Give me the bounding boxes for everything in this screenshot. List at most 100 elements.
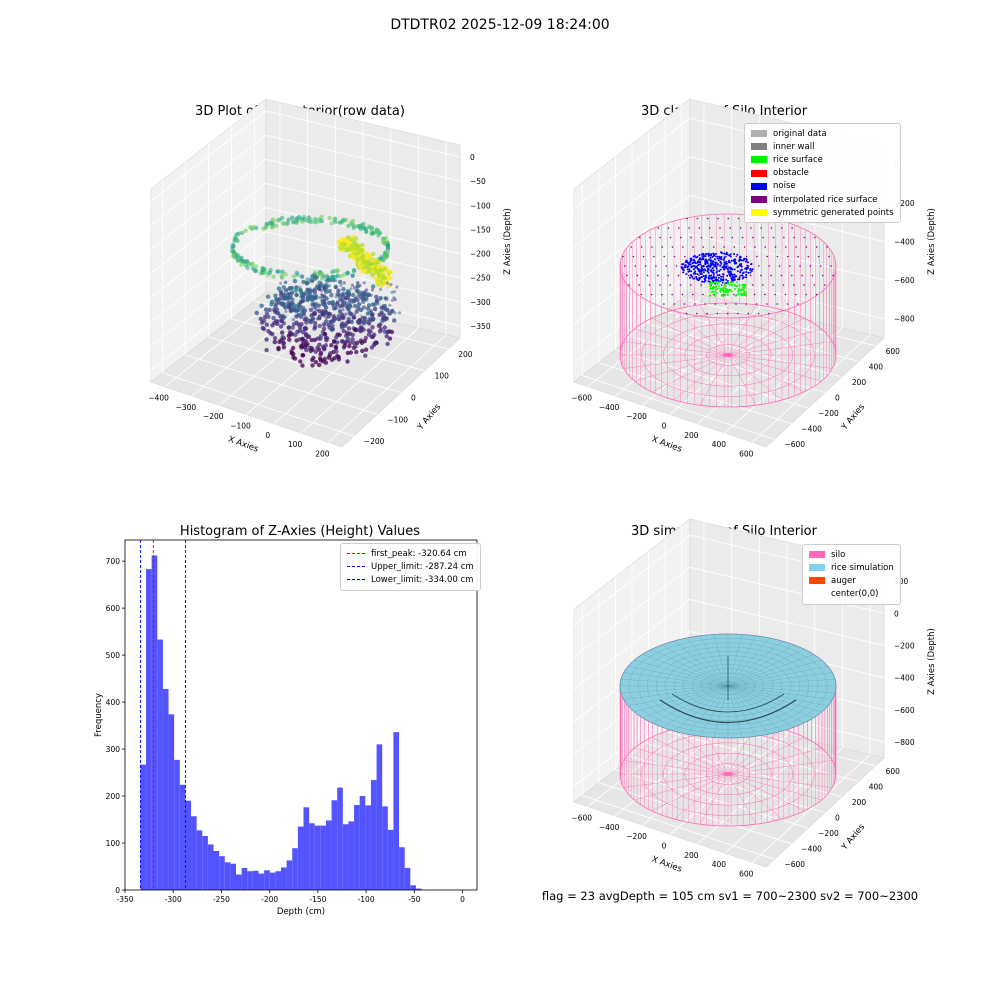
p2-noise-point bbox=[720, 258, 723, 261]
p1-point bbox=[359, 247, 365, 253]
histogram-bar bbox=[269, 872, 276, 890]
p2-interp-point bbox=[809, 265, 812, 267]
p1-point bbox=[259, 303, 264, 308]
p2-noise-point bbox=[710, 263, 713, 266]
p1-xtick: 0 bbox=[265, 431, 270, 440]
p2-interp-point bbox=[821, 274, 824, 277]
rice-surface-mesh-spoke bbox=[727, 685, 770, 735]
p2-silo-wire-floor-spoke bbox=[727, 354, 757, 406]
p2-noise-point bbox=[720, 251, 722, 254]
legend-entry: silo bbox=[809, 548, 894, 561]
p1-point bbox=[362, 339, 367, 344]
p2-noise-point bbox=[694, 272, 697, 275]
p1-point bbox=[262, 315, 268, 320]
p2-rice-point bbox=[713, 290, 716, 293]
p2-rice-point bbox=[722, 294, 725, 297]
p2-interp-point bbox=[772, 284, 774, 286]
p2-noise-point bbox=[749, 268, 752, 271]
p2-noise-point bbox=[723, 256, 726, 259]
p2-interp-point bbox=[677, 274, 680, 277]
p2-noise-point bbox=[719, 264, 722, 267]
histogram-bar bbox=[162, 688, 169, 890]
p2-rice-point bbox=[731, 281, 734, 284]
p2-noise-point bbox=[722, 278, 725, 281]
p2-noise-point bbox=[706, 261, 709, 264]
p2-interp-point bbox=[752, 236, 754, 239]
p2-rice-point bbox=[710, 291, 713, 294]
p1-point bbox=[331, 303, 335, 307]
p2-noise-point bbox=[705, 252, 708, 255]
histogram-ytick-label: 700 bbox=[106, 557, 121, 566]
p1-point bbox=[350, 299, 355, 304]
p2-noise-point bbox=[690, 273, 693, 276]
p1-point bbox=[324, 279, 328, 283]
p1-point bbox=[278, 301, 284, 306]
p2-rice-point bbox=[724, 291, 727, 293]
p1-grid-z bbox=[150, 134, 461, 226]
p2-ztick: −400 bbox=[894, 238, 915, 247]
p1-point bbox=[392, 296, 396, 300]
p1-point bbox=[347, 311, 353, 316]
histogram-bar bbox=[320, 825, 326, 890]
p2-interp-point bbox=[692, 246, 694, 248]
p2-rice-point bbox=[719, 290, 722, 292]
p1-point bbox=[361, 321, 366, 326]
p2-interp-point bbox=[700, 284, 702, 286]
p1-ztick: 0 bbox=[470, 153, 475, 162]
p2-noise-point bbox=[734, 261, 737, 264]
p1-point bbox=[329, 357, 335, 362]
p1-point bbox=[283, 315, 288, 319]
p2-noise-point bbox=[720, 275, 723, 278]
p1-point bbox=[364, 251, 370, 256]
p1-point bbox=[278, 324, 284, 329]
p2-interp-point bbox=[793, 236, 795, 239]
p2-interp-point bbox=[727, 265, 729, 267]
p2-noise-point bbox=[723, 264, 726, 267]
p2-noise-point bbox=[749, 271, 752, 274]
p2-interp-point bbox=[803, 284, 805, 286]
p1-point bbox=[291, 351, 296, 357]
p2-interp-point bbox=[685, 312, 688, 315]
p1-point bbox=[358, 328, 363, 333]
p1-point bbox=[336, 357, 342, 362]
p2-interp-point bbox=[716, 265, 719, 267]
p1-point bbox=[291, 318, 295, 322]
p2-rice-point bbox=[722, 286, 725, 289]
histogram-xtick-label: -300 bbox=[165, 895, 182, 904]
p1-point bbox=[363, 353, 368, 358]
p2-interp-point bbox=[764, 246, 766, 248]
p1-point bbox=[311, 280, 315, 284]
p1-point bbox=[281, 341, 286, 346]
legend-label: original data bbox=[773, 128, 827, 139]
p1-xtick: −400 bbox=[148, 394, 169, 403]
p1-point bbox=[358, 226, 364, 232]
p4-ztick: 200 bbox=[894, 577, 909, 586]
p2-noise-point bbox=[729, 253, 732, 256]
histogram-bar bbox=[286, 860, 293, 890]
p1-point bbox=[333, 220, 338, 225]
p2-interp-point bbox=[640, 293, 643, 296]
histogram-bar bbox=[146, 569, 152, 890]
p2-rice-point bbox=[729, 281, 732, 284]
p1-point bbox=[361, 305, 366, 310]
p2-noise-point bbox=[696, 267, 699, 270]
histogram-bar bbox=[157, 639, 163, 890]
p2-noise-point bbox=[685, 273, 688, 276]
rice-surface-mesh-spoke bbox=[634, 685, 729, 713]
p1-point bbox=[253, 264, 259, 269]
p1-point bbox=[374, 269, 379, 274]
p2-interp-point bbox=[673, 303, 675, 305]
p2-interp-point bbox=[665, 265, 667, 267]
p2-noise-point bbox=[747, 271, 750, 274]
p2-silo-wire-floor-spoke bbox=[623, 354, 729, 369]
p2-rice-point bbox=[734, 288, 736, 290]
histogram-ylabel: Frequency bbox=[94, 693, 104, 737]
p1-point bbox=[274, 319, 280, 324]
p1-point bbox=[270, 332, 275, 337]
p1-point bbox=[378, 322, 383, 327]
p1-point bbox=[366, 303, 372, 308]
p2-interp-point bbox=[813, 284, 816, 286]
p1-point bbox=[231, 249, 236, 255]
p1-point bbox=[368, 225, 373, 230]
